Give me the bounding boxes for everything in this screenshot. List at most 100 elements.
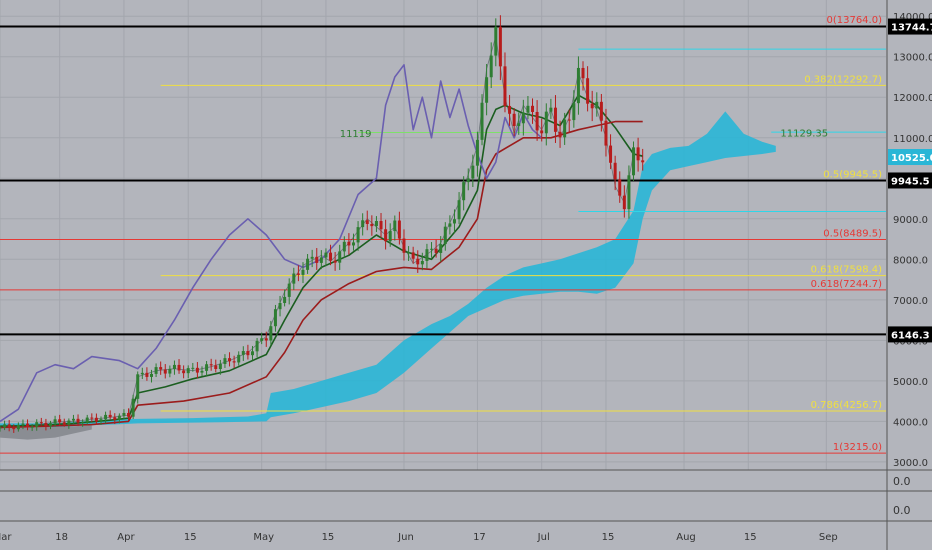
price-badge-3	[888, 326, 932, 343]
candle-body-15	[67, 420, 71, 425]
candle-body-68	[310, 256, 314, 259]
candle-body-81	[370, 223, 374, 227]
candle-body-137	[627, 175, 631, 210]
x-tick-label-11: 15	[744, 532, 757, 543]
candle-body-108	[494, 26, 498, 56]
level-label-5: 0.618(7244.7)	[811, 279, 883, 290]
candle-body-113	[517, 123, 521, 127]
candle-body-120	[549, 107, 553, 112]
candle-body-127	[581, 67, 585, 79]
candle-body-57	[260, 338, 264, 341]
candle-body-77	[351, 242, 355, 246]
candle-body-128	[586, 78, 590, 104]
candle-body-35	[159, 367, 163, 370]
candle-body-114	[521, 112, 525, 124]
y-tick-label-11: 14000.0	[893, 12, 932, 23]
candle-body-134	[613, 162, 617, 180]
candle-body-31	[140, 372, 144, 375]
candle-body-107	[489, 55, 493, 78]
candle-body-28	[127, 412, 131, 417]
candle-body-104	[475, 139, 479, 166]
candle-body-102	[466, 178, 470, 183]
candle-body-18	[81, 422, 85, 424]
candle-body-73	[333, 260, 337, 263]
x-tick-label-0: Mar	[0, 532, 12, 543]
candle-body-33	[149, 373, 153, 377]
candle-body-17	[76, 418, 80, 423]
candle-body-34	[154, 367, 158, 374]
candle-body-63	[287, 283, 291, 297]
price-badges: 13744.7 10525.0 9945.5 6146.3	[888, 18, 932, 343]
candle-body-135	[618, 179, 622, 196]
candle-body-130	[595, 101, 599, 109]
candle-body-76	[347, 241, 351, 246]
candle-body-95	[434, 248, 438, 253]
price-axis-panel[interactable]	[887, 0, 932, 550]
candle-body-42	[191, 367, 195, 369]
annotation-0: 11119	[340, 129, 372, 140]
candle-body-41	[186, 368, 190, 374]
price-badge-label-1: 10525.0	[891, 153, 932, 164]
candle-body-112	[512, 113, 516, 127]
candle-body-88	[402, 238, 406, 253]
sub-pane-1-tick: 0.0	[893, 475, 911, 488]
candle-body-133	[609, 145, 613, 163]
candle-body-22	[99, 419, 103, 422]
candle-body-23	[104, 414, 108, 420]
candle-body-121	[553, 107, 557, 132]
candle-body-138	[632, 147, 636, 176]
x-tick-label-10: Aug	[676, 532, 696, 543]
candle-body-136	[622, 195, 626, 210]
ichimoku-cloud	[0, 111, 776, 430]
candle-body-132	[604, 120, 608, 146]
candle-body-2	[7, 424, 11, 428]
candle-body-10	[44, 422, 48, 427]
candle-body-1	[3, 424, 7, 428]
candle-body-4	[16, 424, 20, 430]
candle-body-71	[324, 252, 328, 258]
candle-body-54	[246, 351, 250, 356]
candle-body-56	[255, 340, 259, 352]
x-tick-label-9: 15	[602, 532, 615, 543]
candle-body-29	[131, 398, 135, 417]
candle-body-58	[264, 338, 268, 341]
candle-body-100	[457, 200, 461, 220]
candle-body-91	[416, 258, 420, 265]
candle-body-26	[117, 415, 121, 420]
candle-body-47	[214, 365, 218, 370]
candle-body-117	[535, 111, 539, 131]
price-badge-0	[888, 18, 932, 35]
candle-body-90	[411, 252, 415, 259]
candle-body-9	[39, 422, 43, 424]
y-tick-label-5: 8000.0	[893, 255, 928, 266]
candle-body-44	[200, 370, 204, 373]
x-tick-label-1: 18	[55, 532, 68, 543]
candle-body-123	[563, 119, 567, 138]
candle-body-48	[218, 363, 222, 370]
candle-body-84	[384, 229, 388, 242]
candle-body-75	[342, 241, 346, 252]
price-badge-2	[888, 172, 932, 189]
y-tick-label-10: 13000.0	[893, 53, 932, 64]
annotation-1: 11129.35	[780, 129, 828, 140]
candle-body-36	[163, 369, 167, 374]
y-tick-label-9: 12000.0	[893, 93, 932, 104]
candle-body-30	[136, 374, 140, 399]
price-badge-label-2: 9945.5	[891, 176, 930, 187]
candle-body-64	[292, 273, 296, 284]
candle-body-110	[503, 66, 507, 106]
candle-body-25	[113, 417, 117, 420]
candle-body-37	[168, 368, 172, 374]
candle-body-60	[273, 309, 277, 327]
candle-body-65	[296, 273, 300, 275]
candle-body-24	[108, 414, 112, 418]
candle-body-101	[462, 182, 466, 201]
level-label-4: 0.618(7598.4)	[811, 265, 883, 276]
x-tick-label-6: Jun	[397, 532, 414, 543]
price-badge-1	[888, 149, 932, 166]
candle-body-98	[448, 223, 452, 227]
candle-body-99	[452, 219, 456, 224]
candle-body-85	[388, 231, 392, 242]
candle-body-59	[269, 326, 273, 341]
